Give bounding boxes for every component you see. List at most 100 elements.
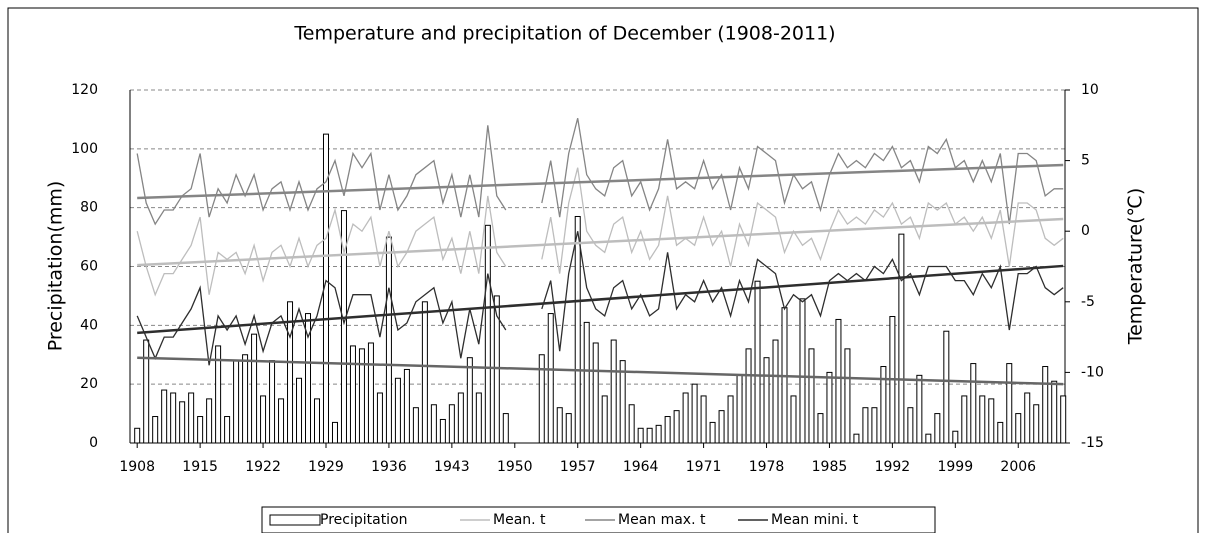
y-axis-label: Precipitation(mm)	[45, 181, 67, 352]
bar	[772, 339, 779, 444]
bar	[421, 301, 428, 444]
x-tick-label: 1908	[119, 459, 155, 475]
bar	[862, 407, 869, 444]
bar	[242, 354, 249, 444]
x-tick-label: 1985	[812, 459, 848, 475]
bar	[251, 333, 258, 444]
bar	[988, 398, 995, 444]
bar	[233, 360, 240, 444]
frame	[7, 7, 1199, 533]
bar	[538, 354, 545, 444]
x-tick-label: 1999	[937, 459, 973, 475]
bar	[358, 348, 365, 444]
bar	[439, 418, 446, 444]
bar	[925, 433, 932, 444]
bar	[997, 421, 1004, 444]
trend-line	[137, 264, 1064, 335]
bar	[448, 404, 455, 444]
bar	[556, 407, 563, 444]
bar	[1051, 380, 1058, 444]
y2-tick-label: -5	[1081, 294, 1095, 310]
trend-line	[137, 163, 1064, 200]
bar	[808, 348, 815, 444]
bar	[655, 424, 662, 444]
bar	[331, 421, 338, 444]
bar	[961, 395, 968, 444]
x-tick-label: 1943	[434, 459, 470, 475]
bar	[197, 416, 204, 444]
bar	[979, 395, 986, 444]
bar	[592, 342, 599, 444]
bar	[143, 339, 150, 444]
bar	[628, 404, 635, 444]
bar	[664, 416, 671, 444]
y-tick-label: 20	[80, 376, 98, 392]
bar	[574, 215, 581, 444]
x-tick-label: 1971	[686, 459, 722, 475]
bar	[457, 392, 464, 444]
trend-line	[137, 217, 1064, 267]
bar	[844, 348, 851, 444]
x-tick-label: 1978	[749, 459, 785, 475]
bar	[278, 398, 285, 444]
bar	[916, 374, 923, 444]
bar	[799, 298, 806, 444]
bar	[1042, 366, 1049, 444]
bar	[565, 413, 572, 444]
y-tick-label: 0	[89, 435, 98, 451]
bar	[179, 401, 186, 444]
legend-label: Precipitation	[320, 512, 408, 528]
y-tick-label: 40	[80, 317, 98, 333]
bar	[637, 427, 644, 444]
bar	[745, 348, 752, 444]
bar	[385, 236, 392, 444]
y2-tick-label: -15	[1081, 435, 1104, 451]
bar	[700, 395, 707, 444]
y-tick-label: 80	[80, 200, 98, 216]
bar	[367, 342, 374, 444]
trend-line	[137, 356, 1064, 386]
bar	[763, 357, 770, 444]
chart-title: Temperature and precipitation of Decembe…	[293, 23, 835, 45]
bar	[709, 421, 716, 444]
legend-label: Mean. t	[493, 512, 546, 528]
bar	[619, 360, 626, 444]
y2-tick-label: -10	[1081, 364, 1104, 380]
bar	[305, 313, 312, 444]
x-tick-label: 1922	[245, 459, 281, 475]
bar	[188, 392, 195, 444]
bar	[871, 407, 878, 444]
x-tick-label: 1964	[623, 459, 659, 475]
bar	[1015, 413, 1022, 444]
bar	[1033, 404, 1040, 444]
line	[136, 118, 1064, 226]
x-tick-label: 2006	[1000, 459, 1036, 475]
bar	[475, 392, 482, 444]
bar	[970, 363, 977, 444]
y2-tick-label: 5	[1081, 153, 1090, 169]
x-tick-label: 1936	[371, 459, 407, 475]
bar	[853, 433, 860, 444]
bar	[260, 395, 267, 444]
bar	[340, 210, 347, 444]
bar	[790, 395, 797, 444]
bar	[161, 389, 168, 444]
bar	[466, 357, 473, 444]
bar	[943, 330, 950, 444]
legend-label: Mean max. t	[618, 512, 706, 528]
bar	[736, 374, 743, 444]
bar	[682, 392, 689, 444]
bar	[583, 321, 590, 444]
bar	[314, 398, 320, 444]
bar	[1024, 392, 1031, 444]
bar	[952, 430, 959, 444]
bar	[880, 366, 887, 444]
bar	[296, 377, 303, 444]
bar	[215, 345, 222, 444]
bar	[754, 280, 761, 444]
bar	[907, 407, 914, 444]
bar	[134, 427, 141, 444]
bar	[430, 404, 437, 444]
bar	[493, 295, 500, 444]
y-tick-label: 100	[71, 141, 98, 157]
